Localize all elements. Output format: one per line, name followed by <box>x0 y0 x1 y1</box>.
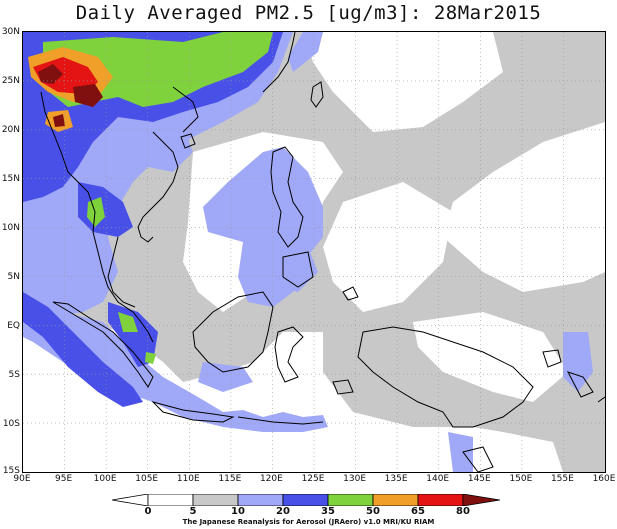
lon-label: 90E <box>13 474 31 484</box>
colorbar-tick-label: 0 <box>144 506 152 517</box>
colorbar-cell <box>147 493 194 507</box>
lat-label: 10S <box>2 419 20 429</box>
colorbar-tick-label: 65 <box>411 506 425 517</box>
lon-label: 115E <box>218 474 242 484</box>
aerosol-band-20-35 <box>288 32 323 72</box>
aerosol-band-80-plus <box>38 64 63 84</box>
lon-label: 120E <box>259 474 283 484</box>
aerosol-clean-area <box>413 312 568 402</box>
colorbar-tick-label: 50 <box>366 506 380 517</box>
aerosol-band-80-plus <box>53 114 65 127</box>
lon-label: 130E <box>343 474 367 484</box>
aerosol-band-20-35 <box>23 312 328 432</box>
lon-label: 125E <box>301 474 325 484</box>
aerosol-band-50-65 <box>118 312 138 332</box>
aerosol-band-50-65 <box>145 352 156 364</box>
lat-label: 30N <box>1 27 20 37</box>
lon-label: 105E <box>135 474 159 484</box>
aerosol-band-20-35 <box>198 362 253 392</box>
colorbar-cell <box>192 493 239 507</box>
colorbar <box>111 491 501 507</box>
lon-label: 145E <box>467 474 491 484</box>
aerosol-clean-area <box>323 182 453 312</box>
aerosol-band-20-35 <box>143 127 193 172</box>
lat-label: 5N <box>7 272 20 282</box>
lon-label: 150E <box>509 474 533 484</box>
lat-label: EQ <box>7 321 20 331</box>
pm25-map-panel <box>22 31 606 473</box>
map-grid <box>23 32 605 472</box>
colorbar-tick-label: 20 <box>276 506 290 517</box>
aerosol-clean-area <box>363 432 463 472</box>
aerosol-band-80-plus <box>73 84 103 107</box>
colorbar-tick-label: 5 <box>189 506 197 517</box>
colorbar-left-arrow <box>111 493 149 507</box>
lat-label: 20N <box>1 125 20 135</box>
colorbar-cell <box>417 493 464 507</box>
lon-label: 95E <box>55 474 73 484</box>
colorbar-cell <box>372 493 419 507</box>
lat-label: 10N <box>1 223 20 233</box>
colorbar-cell <box>327 493 374 507</box>
lat-label: 25N <box>1 76 20 86</box>
data-credit: The Japanese Reanalysis for Aerosol (JRA… <box>182 518 435 526</box>
colorbar-cell <box>282 493 329 507</box>
aerosol-clean-area <box>493 172 583 232</box>
colorbar-tick-label: 10 <box>231 506 245 517</box>
aerosol-clean-area <box>303 32 503 132</box>
lat-label: 15N <box>1 174 20 184</box>
lon-label: 135E <box>384 474 408 484</box>
pm25-map-svg <box>23 32 605 472</box>
colorbar-tick-label: 80 <box>456 506 470 517</box>
lat-label: 5S <box>8 370 20 380</box>
aerosol-clean-area <box>23 352 83 462</box>
aerosol-band-35-50 <box>23 292 143 407</box>
colorbar-tick-label: 35 <box>321 506 335 517</box>
coastlines <box>40 32 605 472</box>
aerosol-band-35-50 <box>78 182 133 237</box>
aerosol-band-50-65 <box>87 197 105 227</box>
lon-label: 160E <box>592 474 616 484</box>
lon-label: 155E <box>550 474 574 484</box>
colorbar-svg <box>111 493 501 507</box>
map-title: Daily Averaged PM2.5 [ug/m3]: 28Mar2015 <box>75 2 542 24</box>
lon-label: 100E <box>93 474 117 484</box>
lat-label: 15S <box>2 466 20 476</box>
lon-label: 110E <box>176 474 200 484</box>
colorbar-right-arrow <box>462 493 501 507</box>
colorbar-cell <box>237 493 284 507</box>
lon-label: 140E <box>426 474 450 484</box>
aerosol-band-20-35 <box>448 432 473 472</box>
